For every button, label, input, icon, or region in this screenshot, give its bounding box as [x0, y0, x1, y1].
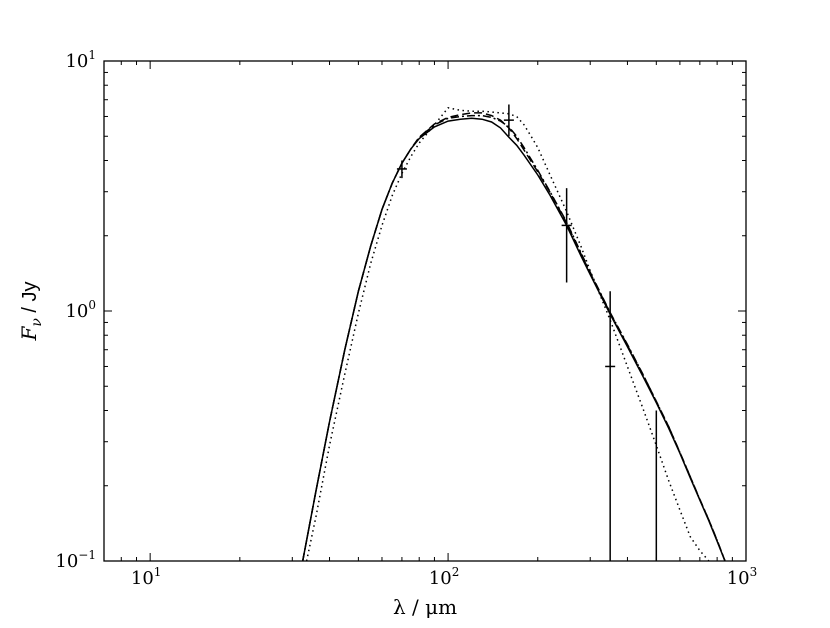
- data-point-0: [396, 160, 407, 179]
- data-point-2: [561, 188, 572, 283]
- data-point-3: [605, 291, 616, 561]
- y-axis-label-subscript: ν: [29, 318, 45, 327]
- plot-frame: [103, 60, 747, 562]
- data-point-1: [503, 104, 514, 137]
- y-axis-label-symbol: F: [17, 326, 41, 342]
- ticks-layer: [103, 60, 747, 562]
- tick-labels-layer: 101 102 103 10−1 100 101: [55, 48, 757, 589]
- series-line-dashed: [301, 112, 726, 561]
- y-tick-label: 100: [65, 298, 96, 322]
- x-tick-label: 102: [429, 565, 460, 589]
- series-line-dotted: [305, 106, 710, 561]
- y-axis-label: Fν / Jy: [17, 281, 45, 341]
- x-tick-label: 103: [727, 565, 758, 589]
- series-layer: [301, 106, 726, 561]
- y-axis-label-unit: / Jy: [19, 281, 41, 318]
- x-tick-label: 101: [131, 565, 162, 589]
- series-line-dashdot: [301, 114, 726, 561]
- x-axis-label: λ / μm: [393, 595, 457, 619]
- data-points-layer: [396, 104, 658, 561]
- y-tick-label: 10−1: [55, 548, 96, 572]
- series-line-solid: [301, 117, 726, 561]
- y-tick-label: 101: [65, 48, 96, 72]
